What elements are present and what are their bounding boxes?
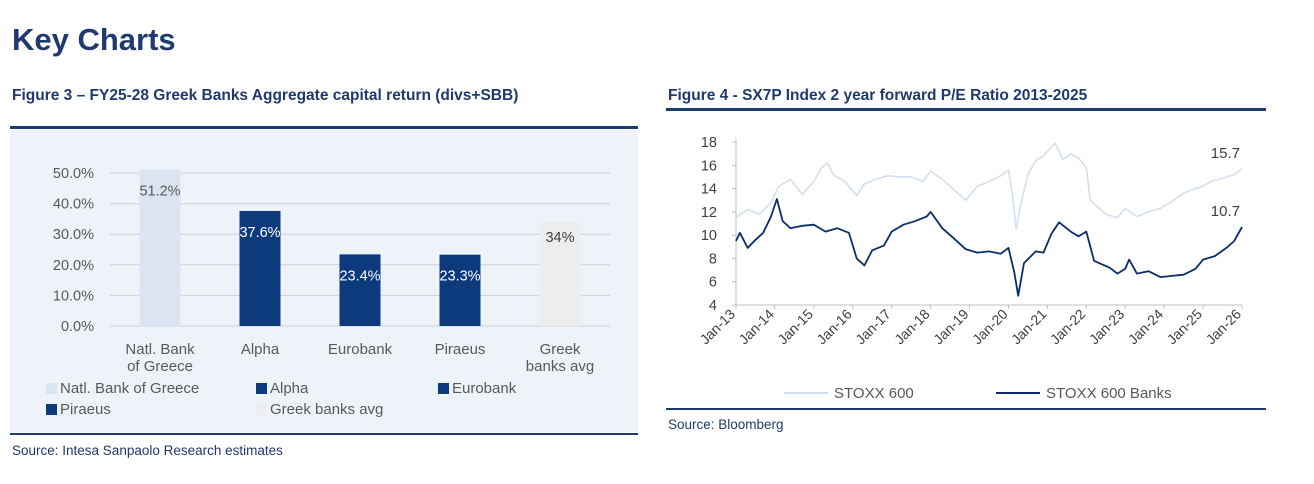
x-tick-label: Jan-19 xyxy=(930,306,972,348)
figure4-chart: 4681012141618Jan-13Jan-14Jan-15Jan-16Jan… xyxy=(697,135,1245,402)
legend-swatch xyxy=(438,383,449,394)
figure4-bottom-rule xyxy=(666,408,1266,410)
y-tick-label: 12 xyxy=(701,205,717,221)
legend-label: Natl. Bank of Greece xyxy=(60,380,199,397)
x-tick-label: Piraeus xyxy=(435,341,486,358)
series-stoxx600-banks-line xyxy=(735,198,1243,297)
y-tick-label: 16 xyxy=(701,158,717,174)
data-label: 37.6% xyxy=(239,225,280,241)
data-label: 34% xyxy=(545,230,574,246)
x-tick-label: Eurobank xyxy=(328,341,393,358)
y-tick-label: 0.0% xyxy=(61,319,94,335)
legend-swatch xyxy=(256,404,267,415)
y-tick-label: 6 xyxy=(709,275,717,291)
legend-label: Alpha xyxy=(270,380,309,397)
y-tick-label: 8 xyxy=(709,251,717,267)
data-label: 23.4% xyxy=(339,268,380,284)
data-label: 23.3% xyxy=(439,269,480,285)
figure4-source: Source: Bloomberg xyxy=(668,417,784,432)
y-tick-label: 10 xyxy=(701,228,717,244)
figure3-top-rule xyxy=(10,126,638,129)
bar-5 xyxy=(539,221,581,326)
bar-4 xyxy=(439,254,481,326)
figure3-bottom-rule xyxy=(10,433,638,435)
figure3-chart: 0.0% 10.0% 20.0% 30.0% 40.0% 50.0% 51.2% Natl. … xyxy=(46,166,610,418)
y-tick-label: 14 xyxy=(701,182,717,198)
x-tick-label: Jan-15 xyxy=(774,306,816,348)
y-tick-label: 20.0% xyxy=(53,258,94,274)
x-tick-label: Jan-21 xyxy=(1008,306,1050,348)
legend-swatch xyxy=(46,404,57,415)
x-tick-label: banks avg xyxy=(526,358,594,375)
x-tick-label: Greek xyxy=(540,341,581,358)
x-tick-label: Jan-13 xyxy=(697,306,739,348)
y-tick-label: 50.0% xyxy=(53,166,94,182)
legend-label: Eurobank xyxy=(452,380,517,397)
legend-label: Greek banks avg xyxy=(270,401,383,418)
x-tick-label: Jan-17 xyxy=(852,306,894,348)
x-tick-label: Jan-16 xyxy=(813,306,855,348)
x-tick-label: Alpha xyxy=(241,341,280,358)
x-tick-label: Jan-20 xyxy=(969,306,1011,348)
y-tick-label: 18 xyxy=(701,135,717,151)
legend-label: STOXX 600 Banks xyxy=(1046,385,1172,402)
bar-2 xyxy=(239,210,281,326)
x-tick-label: Jan-22 xyxy=(1047,306,1089,348)
data-label: 51.2% xyxy=(139,183,180,199)
bar-3 xyxy=(339,254,381,326)
x-tick-label: Natl. Bank xyxy=(125,341,195,358)
x-tick-label: of Greece xyxy=(127,358,193,375)
x-tick-label: Jan-25 xyxy=(1164,306,1206,348)
series-end-label: 10.7 xyxy=(1211,203,1240,220)
x-tick-label: Jan-26 xyxy=(1203,306,1245,348)
figure3-source: Source: Intesa Sanpaolo Research estimat… xyxy=(12,443,283,458)
y-tick-label: 40.0% xyxy=(53,197,94,213)
legend-label: Piraeus xyxy=(60,401,111,418)
legend-swatch xyxy=(46,383,57,394)
series-stoxx600-line xyxy=(735,142,1243,231)
y-tick-label: 30.0% xyxy=(53,227,94,243)
figure4-top-rule xyxy=(666,108,1266,111)
x-tick-label: Jan-23 xyxy=(1086,306,1128,348)
figure4-title: Figure 4 - SX7P Index 2 year forward P/E… xyxy=(668,87,1088,104)
legend-label: STOXX 600 xyxy=(834,385,914,402)
y-tick-label: 4 xyxy=(709,298,717,314)
x-tick-label: Jan-24 xyxy=(1125,306,1167,348)
series-end-label: 15.7 xyxy=(1211,145,1240,162)
figure3-title: Figure 3 – FY25-28 Greek Banks Aggregate… xyxy=(12,87,519,104)
page-title: Key Charts xyxy=(12,22,176,57)
legend-swatch xyxy=(256,383,267,394)
x-tick-label: Jan-18 xyxy=(891,306,933,348)
x-tick-label: Jan-14 xyxy=(735,306,777,348)
bar-1 xyxy=(139,169,181,326)
figure3-panel: 0.0% 10.0% 20.0% 30.0% 40.0% 50.0% 51.2% Natl. … xyxy=(10,130,638,432)
y-tick-label: 10.0% xyxy=(53,288,94,304)
